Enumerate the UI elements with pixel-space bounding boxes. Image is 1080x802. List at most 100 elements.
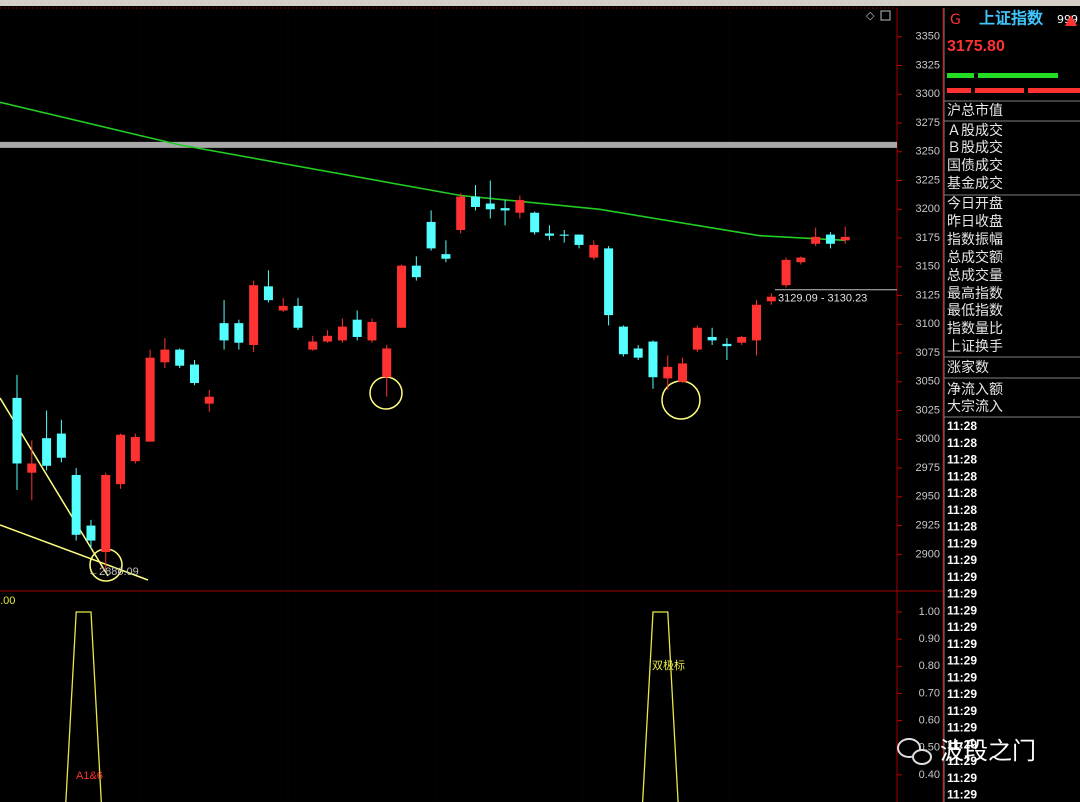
moving-average <box>0 101 846 242</box>
y-tick-label: 2975 <box>916 462 940 474</box>
y-tick-label: 0.80 <box>919 660 940 672</box>
candle-body <box>781 259 791 286</box>
y-tick-label: 0.90 <box>919 633 940 645</box>
vertical-grid <box>139 8 731 802</box>
indicator-readout: 0.00 <box>0 595 15 607</box>
candle-body <box>663 366 673 379</box>
y-tick-label: 3150 <box>916 261 940 273</box>
y-tick-label: 0.70 <box>919 687 940 699</box>
time-label: 11:29 <box>947 553 977 567</box>
y-tick-label: 3250 <box>916 146 940 158</box>
field-label: Ａ股成交 <box>947 122 1003 139</box>
time-label: 11:29 <box>947 754 977 768</box>
bar <box>1028 88 1080 93</box>
candle-body <box>574 234 584 245</box>
candle-body <box>456 196 466 230</box>
candle-body <box>175 349 185 366</box>
time-label: 11:29 <box>947 670 977 684</box>
index-name[interactable]: 上证指数 <box>979 9 1044 28</box>
field-label: 最高指数 <box>947 285 1003 302</box>
candle-body <box>219 323 229 341</box>
candle-body <box>618 326 628 355</box>
time-label: 11:29 <box>947 687 977 701</box>
field-label: 总成交额 <box>947 249 1003 266</box>
indicator-label: 双极标 <box>652 658 685 672</box>
candle-body <box>470 196 480 207</box>
time-label: 11:29 <box>947 788 977 802</box>
watermark-text: 波段之门 <box>940 737 1036 765</box>
candle-body <box>278 305 288 311</box>
candle-body <box>337 326 347 341</box>
time-label: 11:29 <box>947 654 977 668</box>
flag: G <box>950 12 961 28</box>
y-tick-label: 3175 <box>916 232 940 244</box>
y-tick-label: 3025 <box>916 404 940 416</box>
candle-body <box>249 285 259 346</box>
field-label: 基金成交 <box>947 175 1003 192</box>
candle-body <box>56 433 66 458</box>
time-label: 11:28 <box>947 520 977 534</box>
side-panel: G 上证指数 999 3175.80 沪总市值Ａ股成交Ｂ股成交国债成交基金成交今… <box>943 8 1080 802</box>
time-label: 11:28 <box>947 453 977 467</box>
field-label: 最低指数 <box>947 303 1003 319</box>
title-bar <box>0 0 1080 6</box>
field-label: 今日开盘 <box>947 195 1003 212</box>
candle-body <box>12 397 22 464</box>
candle-body <box>130 437 140 462</box>
field-label: 国债成交 <box>947 157 1003 174</box>
y-tick-label: 3050 <box>916 376 940 388</box>
indicator-label: A1&6 <box>76 770 103 782</box>
candle-body <box>86 525 96 541</box>
field-label: 指数量比 <box>947 321 1003 337</box>
indicator-plot: 双极标 A1&6 0.00 <box>0 595 685 802</box>
main-plot: 3129.09 - 3130.23 ←2886.09 <box>0 101 897 578</box>
y-tick-label: 3075 <box>916 347 940 359</box>
up-arrow <box>1065 15 1077 26</box>
field-label: 净流入额 <box>947 382 1003 398</box>
y-tick-label: 2900 <box>916 548 940 560</box>
low-label: ←2886.09 <box>88 566 139 578</box>
candle-body <box>722 343 732 347</box>
candle-body <box>633 348 643 358</box>
candle-body <box>263 286 273 301</box>
candle-body <box>367 322 377 341</box>
icon-square[interactable] <box>880 10 891 21</box>
y-tick-label: 3225 <box>916 174 940 186</box>
time-label: 11:29 <box>947 771 977 785</box>
field-label: 涨家数 <box>947 359 989 376</box>
candle-body <box>234 323 244 343</box>
candle-body <box>811 236 821 244</box>
candle-body <box>530 212 540 233</box>
y-tick-label: 3325 <box>916 59 940 71</box>
candle-body <box>648 341 658 378</box>
candle-body <box>42 438 52 466</box>
icon-diamond[interactable]: ◇ <box>866 9 875 22</box>
time-label: 11:29 <box>947 587 977 601</box>
watermark: 波段之门 <box>897 737 1036 765</box>
time-label: 11:29 <box>947 737 977 751</box>
candle-body <box>604 248 614 316</box>
bar <box>947 88 971 93</box>
time-label: 11:28 <box>947 469 977 483</box>
candle-body <box>27 463 37 473</box>
bar <box>978 73 1058 78</box>
axes: 3350 3325 3300 3275 3250 3225 3200 3175 3150 3125… <box>897 31 940 781</box>
field-label: 上证换手 <box>947 338 1003 355</box>
y-tick-label: 3200 <box>916 203 940 215</box>
time-label: 11:29 <box>947 637 977 651</box>
candle-body <box>678 363 688 382</box>
time-label: 11:29 <box>947 704 977 718</box>
y-tick-label: 3100 <box>916 318 940 330</box>
candle-body <box>751 304 761 341</box>
time-label: 11:29 <box>947 620 977 634</box>
y-tick-label: 2925 <box>916 519 940 531</box>
y-tick-label: 0.40 <box>919 769 940 781</box>
time-label: 11:29 <box>947 721 977 735</box>
candle-body <box>559 234 569 236</box>
candle-body <box>515 200 525 213</box>
y-tick-label: 1.00 <box>919 606 940 618</box>
field-label: 沪总市值 <box>947 102 1003 119</box>
y-tick-label: 3275 <box>916 117 940 129</box>
candle-body <box>382 348 392 378</box>
